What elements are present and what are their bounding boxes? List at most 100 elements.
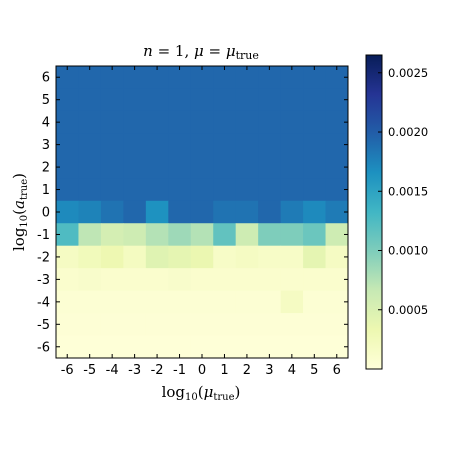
heatmap-cell: [145, 335, 169, 359]
heatmap-cell: [123, 133, 147, 157]
x-axis-ticks: -6 -5 -4 -3 -2 -1 0 1 2 3 4 5 6: [61, 66, 341, 378]
heatmap-cell: [213, 335, 237, 359]
heatmap-cell: [100, 335, 124, 359]
heatmap-cell: [325, 245, 349, 269]
heatmap-cell: [190, 223, 214, 247]
heatmap-cell: [168, 66, 192, 89]
heatmap-cell: [78, 223, 102, 247]
heatmap-cell: [280, 155, 304, 179]
heatmap-cell: [258, 200, 282, 224]
heatmap-cell: [325, 66, 349, 89]
heatmap-cell: [280, 223, 304, 247]
ylabel-sub: true: [19, 179, 30, 200]
heatmap-cell: [325, 290, 349, 314]
heatmap-cell: [56, 313, 79, 337]
y-tick-label: 6: [42, 71, 50, 86]
y-axis-label: log10(atrue): [10, 173, 30, 251]
heatmap-cell: [190, 133, 214, 157]
title-eq: =: [204, 42, 226, 60]
heatmap-cell: [123, 178, 147, 202]
title-mu2: μ: [226, 42, 236, 60]
heatmap-cell: [235, 133, 259, 157]
heatmap-cell: [258, 110, 282, 134]
heatmap-cell: [190, 313, 214, 337]
colorbar-tick-label: 0.0025: [388, 66, 428, 80]
heatmap-cell: [100, 290, 124, 314]
heatmap-cell: [78, 66, 102, 89]
xlabel-fn: log: [162, 383, 186, 401]
heatmap-cell: [280, 245, 304, 269]
xlabel-sub: true: [213, 392, 234, 403]
colorbar-tick-label: 0.0010: [388, 244, 428, 258]
heatmap-cell: [303, 88, 327, 112]
heatmap-cell: [56, 155, 79, 179]
x-tick-label: 5: [310, 363, 318, 378]
heatmap-cell: [168, 335, 192, 359]
x-tick-label: 0: [198, 363, 206, 378]
heatmap-cell: [56, 110, 79, 134]
heatmap-cell: [56, 66, 79, 89]
heatmap-cell: [213, 290, 237, 314]
heatmap-cell: [213, 245, 237, 269]
x-tick-label: -2: [151, 363, 164, 378]
heatmap-cell: [145, 178, 169, 202]
heatmap-cell: [280, 200, 304, 224]
heatmap-cell: [325, 178, 349, 202]
heatmap-cell: [258, 223, 282, 247]
heatmap-cell: [213, 133, 237, 157]
x-tick-label: 1: [220, 363, 228, 378]
heatmap-cell: [190, 268, 214, 292]
heatmap-cell: [78, 313, 102, 337]
y-tick-label: 1: [42, 183, 50, 198]
x-tick-label: 4: [288, 363, 296, 378]
heatmap-cell: [100, 245, 124, 269]
heatmap-cell: [123, 313, 147, 337]
heatmap-cell: [213, 110, 237, 134]
heatmap-cell: [213, 178, 237, 202]
x-tick-label: 6: [333, 363, 341, 378]
heatmap-cell: [235, 66, 259, 89]
heatmap-cell: [56, 223, 79, 247]
y-tick-label: 0: [42, 206, 50, 221]
heatmap-cell: [303, 200, 327, 224]
heatmap-cell: [100, 313, 124, 337]
heatmap-cell: [145, 223, 169, 247]
heatmap-cell: [325, 313, 349, 337]
heatmap-cell: [78, 178, 102, 202]
heatmap-cell: [258, 133, 282, 157]
y-tick-label: 5: [42, 93, 50, 108]
xlabel-base: 10: [185, 392, 198, 403]
heatmap-cell: [145, 133, 169, 157]
heatmap-cell: [213, 155, 237, 179]
heatmap-cell: [123, 245, 147, 269]
x-tick-label: -1: [173, 363, 186, 378]
heatmap-cell: [325, 110, 349, 134]
heatmap-cell: [168, 313, 192, 337]
heatmap-cell: [56, 268, 79, 292]
heatmap-cell: [190, 155, 214, 179]
heatmap-cell: [303, 268, 327, 292]
heatmap-cell: [56, 290, 79, 314]
heatmap-cell: [258, 178, 282, 202]
heatmap-cell: [258, 313, 282, 337]
heatmap-cell: [56, 335, 79, 359]
y-tick-label: -4: [37, 295, 50, 310]
heatmap-cell: [280, 335, 304, 359]
x-tick-label: 3: [265, 363, 273, 378]
x-tick-label: -4: [106, 363, 119, 378]
heatmap-cell: [235, 155, 259, 179]
heatmap-cell: [145, 268, 169, 292]
heatmap-cell: [168, 155, 192, 179]
heatmap-cell: [78, 155, 102, 179]
colorbar-tick-label: 0.0005: [388, 303, 428, 317]
y-tick-label: -5: [37, 318, 50, 333]
heatmap-cell: [145, 88, 169, 112]
heatmap-cell: [56, 245, 79, 269]
chart-title: n = 1, μ = μtrue: [143, 42, 259, 62]
heatmap-cell: [168, 178, 192, 202]
heatmap-cell: [145, 110, 169, 134]
colorbar-tick-label: 0.0015: [388, 184, 428, 198]
heatmap-cell: [280, 110, 304, 134]
y-tick-label: 3: [42, 138, 50, 153]
